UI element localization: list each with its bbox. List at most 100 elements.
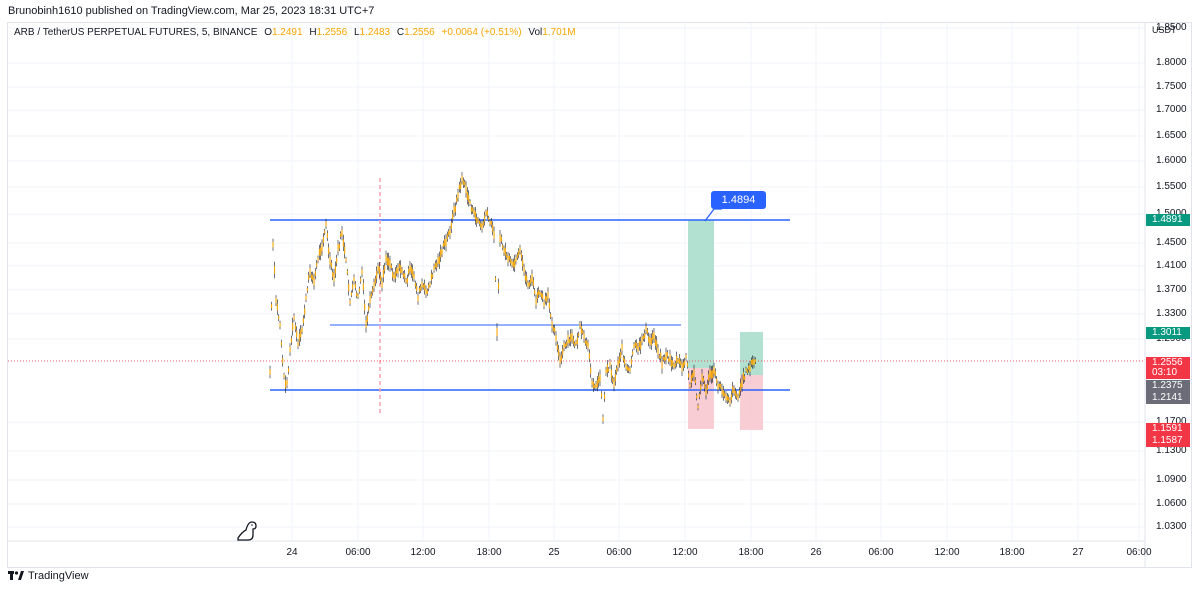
candle-body — [527, 282, 529, 287]
price-tick: 1.0900 — [1156, 474, 1187, 485]
candle-body — [559, 356, 561, 364]
candle-body — [448, 231, 450, 235]
candle-body — [386, 257, 388, 266]
candle-body — [536, 292, 538, 299]
candle-body — [418, 288, 420, 292]
candle-body — [534, 290, 536, 295]
candle-body — [720, 384, 722, 389]
candle-body — [352, 284, 354, 290]
candle-body — [449, 229, 451, 236]
candle-body — [540, 292, 542, 298]
target-price-callout[interactable]: 1.4894 — [711, 191, 766, 209]
candle-body — [539, 292, 541, 296]
candle-body — [344, 246, 346, 254]
candle-body — [472, 207, 474, 212]
candle-body — [269, 369, 271, 375]
price-tick: 1.8000 — [1156, 57, 1187, 68]
candle-body — [555, 335, 557, 342]
candle-body — [313, 278, 315, 286]
candle-body — [294, 325, 296, 330]
candle-body — [568, 339, 570, 344]
candle-body — [580, 326, 582, 335]
candle-body — [372, 288, 374, 293]
candle-body — [454, 206, 456, 213]
price-tick: 1.4100 — [1156, 260, 1187, 271]
drawn-lines — [8, 178, 1145, 415]
candle-body — [560, 354, 562, 361]
candle-body — [705, 388, 707, 396]
candle-body — [508, 255, 510, 260]
candle-body — [599, 374, 601, 382]
candle-body — [464, 181, 466, 186]
candle-body — [458, 184, 460, 190]
price-tick: 1.7000 — [1156, 104, 1187, 115]
candle-body — [377, 265, 379, 271]
candle-body — [445, 238, 447, 247]
dino-icon — [237, 521, 257, 541]
candle-body — [677, 359, 679, 363]
candle-body — [297, 341, 299, 347]
candle-body — [630, 358, 632, 365]
candle-body — [608, 368, 610, 372]
close-value: 1.2556 — [404, 27, 435, 38]
chart-frame[interactable] — [7, 22, 1192, 568]
candle-body — [708, 374, 710, 381]
candle-body — [710, 370, 712, 379]
candle-body — [538, 289, 540, 295]
volume-label: Vol — [528, 27, 543, 38]
candle-body — [341, 230, 343, 237]
candle-body — [741, 379, 743, 388]
candle-body — [338, 244, 340, 249]
candle-body — [522, 259, 524, 267]
price-badge: 1.2375 — [1146, 380, 1190, 392]
candle-body — [669, 354, 671, 362]
candle-body — [417, 295, 419, 302]
candle-body — [629, 368, 631, 372]
candle-body — [280, 341, 282, 346]
symbol-name[interactable]: ARB / TetherUS PERPETUAL FUTURES, 5, BIN… — [14, 27, 258, 38]
candle-body — [436, 262, 438, 269]
candle-body — [430, 273, 432, 281]
tradingview-footer[interactable]: TradingView — [8, 570, 89, 582]
candle-body — [582, 330, 584, 334]
candle-body — [624, 359, 626, 365]
candle-body — [432, 274, 434, 278]
candle-body — [712, 370, 714, 378]
candle-body — [546, 296, 548, 303]
candle-body — [742, 372, 744, 380]
candle-body — [393, 274, 395, 280]
price-candles — [269, 172, 757, 424]
price-axis-currency[interactable]: USDT — [1152, 25, 1177, 35]
time-tick: 27 — [1072, 547, 1084, 558]
volume-value: 1.701M — [542, 27, 576, 38]
candle-body — [572, 338, 574, 344]
price-tick: 1.1700 — [1156, 416, 1187, 427]
candle-body — [665, 352, 667, 360]
candle-body — [676, 355, 678, 364]
candle-body — [697, 405, 699, 409]
candle-body — [654, 339, 656, 346]
candle-body — [328, 247, 330, 255]
candle-body — [583, 333, 585, 340]
candle-body — [642, 335, 644, 340]
candle-body — [602, 416, 604, 422]
low-label: L — [353, 27, 360, 38]
candle-body — [714, 371, 716, 376]
candle-body — [656, 340, 658, 349]
candle-body — [750, 360, 752, 365]
candle-body — [646, 330, 648, 334]
price-badge: 03:10 — [1146, 367, 1190, 379]
candle-body — [452, 213, 454, 220]
candle-body — [353, 277, 355, 282]
candle-body — [702, 378, 704, 382]
candle-body — [690, 375, 692, 383]
price-tick: 1.0300 — [1156, 521, 1187, 532]
candle-body — [360, 278, 362, 282]
candle-body — [302, 318, 304, 324]
candle-body — [594, 385, 596, 388]
symbol-legend: ARB / TetherUS PERPETUAL FUTURES, 5, BIN… — [14, 27, 580, 38]
time-tick: 12:00 — [672, 547, 698, 558]
candle-body — [453, 206, 455, 214]
candle-body — [429, 282, 431, 286]
